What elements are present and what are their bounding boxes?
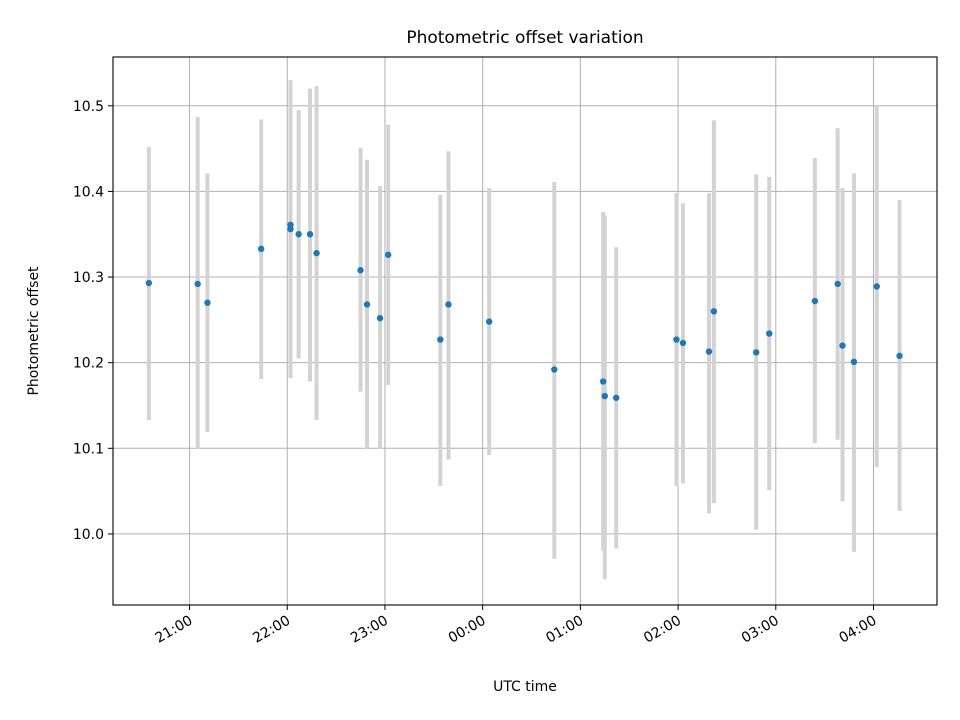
data-point — [445, 301, 452, 308]
data-point — [437, 336, 444, 343]
y-tick-label: 10.1 — [73, 441, 104, 457]
data-point — [376, 314, 384, 322]
grid — [113, 57, 937, 605]
data-point — [766, 330, 773, 337]
chart-title: Photometric offset variation — [406, 28, 643, 48]
data-point — [204, 299, 211, 306]
data-point — [551, 366, 558, 373]
y-tick-label: 10.3 — [73, 270, 104, 286]
data-point — [753, 349, 760, 356]
y-axis-label: Photometric offset — [26, 266, 42, 396]
y-tick-label: 10.0 — [73, 527, 104, 543]
data-point — [710, 308, 718, 315]
data-point — [612, 394, 620, 401]
y-axis-ticks: 10.0 10.1 10.2 10.3 10.4 10.5 — [73, 99, 113, 543]
data-point — [357, 267, 364, 274]
data-point — [601, 392, 608, 400]
data-point — [363, 301, 371, 308]
y-tick-label: 10.5 — [73, 99, 104, 115]
data-point — [194, 280, 201, 288]
data-point — [257, 245, 265, 252]
data-points — [145, 221, 903, 401]
data-point — [673, 336, 680, 343]
data-point — [839, 342, 846, 349]
data-point — [385, 251, 392, 258]
data-point — [599, 378, 607, 385]
data-point — [834, 280, 841, 288]
y-tick-label: 10.4 — [73, 184, 104, 200]
data-point — [679, 339, 687, 347]
plot-frame — [112, 56, 938, 606]
x-axis-label: UTC time — [493, 679, 557, 695]
data-point — [705, 348, 713, 355]
data-point — [850, 358, 858, 366]
data-point — [811, 297, 819, 305]
data-point — [313, 249, 320, 257]
data-point — [873, 283, 880, 290]
y-tick-label: 10.2 — [73, 356, 104, 372]
data-point — [295, 231, 302, 238]
data-point — [287, 221, 294, 229]
data-point — [485, 318, 493, 325]
data-point — [306, 231, 314, 238]
data-point — [896, 352, 903, 360]
data-point — [145, 279, 153, 287]
